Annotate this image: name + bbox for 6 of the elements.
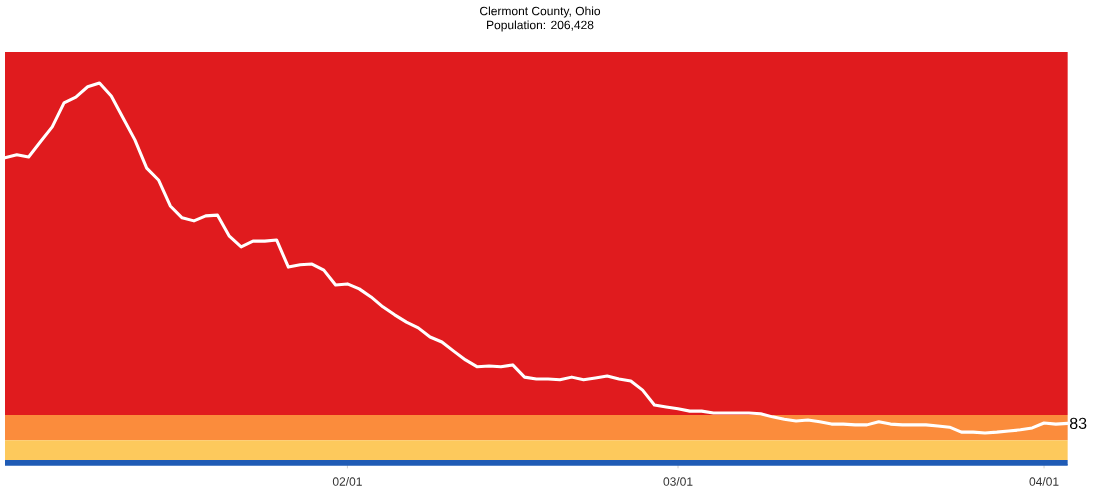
chart-subtitle: Population: 206,428	[487, 20, 594, 32]
x-tick-label: 04/01	[1029, 477, 1059, 486]
chart-title: Clermont County, Ohio	[480, 6, 601, 18]
annotation: 83	[1069, 417, 1087, 430]
x-tick-label: 03/01	[663, 477, 693, 486]
x-tick-label: 02/01	[332, 477, 362, 486]
